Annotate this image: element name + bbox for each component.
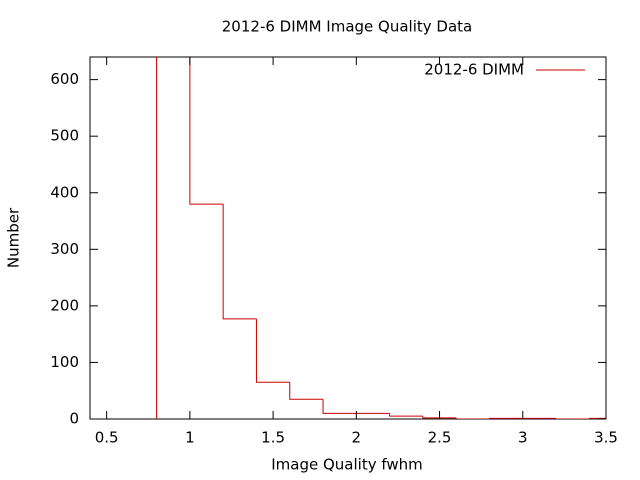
x-tick-label: 3 xyxy=(518,429,528,447)
histogram-bar xyxy=(588,417,606,419)
x-tick-label: 1.5 xyxy=(261,429,285,447)
histogram-bar xyxy=(255,318,290,383)
y-tick-label: 100 xyxy=(50,353,79,371)
histogram-bar xyxy=(422,416,457,419)
histogram-bar xyxy=(455,417,490,419)
x-tick-label: 2 xyxy=(352,429,362,447)
y-tick-label: 300 xyxy=(50,240,79,258)
y-tick-label: 500 xyxy=(50,127,79,145)
histogram-bar xyxy=(222,204,257,320)
histogram-bar xyxy=(189,57,224,205)
histogram-bar xyxy=(156,57,158,419)
histogram-bar xyxy=(389,413,423,417)
y-axis-label: Number xyxy=(5,207,23,268)
histogram-bar xyxy=(289,382,324,400)
x-axis-label: Image Quality fwhm xyxy=(271,456,423,474)
histogram-bar xyxy=(322,399,357,414)
plot-frame xyxy=(89,56,607,420)
y-tick-label: 400 xyxy=(50,183,79,201)
legend-label: 2012-6 DIMM xyxy=(424,61,524,79)
y-tick-label: 200 xyxy=(50,296,79,314)
y-tick-label: 600 xyxy=(50,70,79,88)
plot-area xyxy=(156,57,606,419)
y-tick-label: 0 xyxy=(69,410,79,428)
histogram-bar xyxy=(555,418,590,419)
histogram-bar xyxy=(488,417,523,419)
x-tick-label: 3.5 xyxy=(594,429,618,447)
chart-title: 2012-6 DIMM Image Quality Data xyxy=(222,18,472,36)
x-tick-label: 2.5 xyxy=(428,429,452,447)
x-tick-label: 0.5 xyxy=(95,429,119,447)
x-tick-label: 1 xyxy=(185,429,195,447)
